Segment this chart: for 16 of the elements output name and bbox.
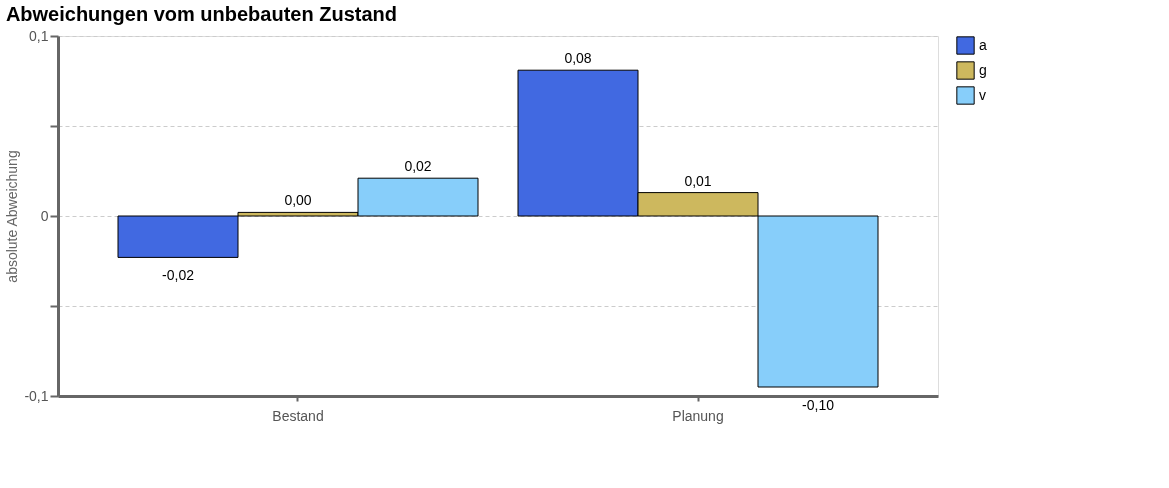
y-axis-title: absolute Abweichung xyxy=(4,150,21,283)
legend-label: v xyxy=(979,86,986,103)
x-tick-label: Bestand xyxy=(272,407,324,424)
y-tick-label: 0,1 xyxy=(29,27,49,44)
data-label: 0,02 xyxy=(404,158,432,175)
chart-title: Abweichungen vom unbebauten Zustand xyxy=(5,3,397,25)
y-tick-label: 0 xyxy=(40,207,49,224)
legend-label: g xyxy=(979,61,987,78)
data-label: 0,00 xyxy=(284,192,312,209)
data-label: 0,08 xyxy=(564,50,592,67)
x-tick-label: Planung xyxy=(672,407,724,424)
data-label: 0,01 xyxy=(684,172,712,189)
data-label: -0,02 xyxy=(162,267,195,284)
data-label: -0,10 xyxy=(802,397,835,413)
y-tick-label: -0,1 xyxy=(24,387,49,404)
legend-label: a xyxy=(979,36,987,53)
